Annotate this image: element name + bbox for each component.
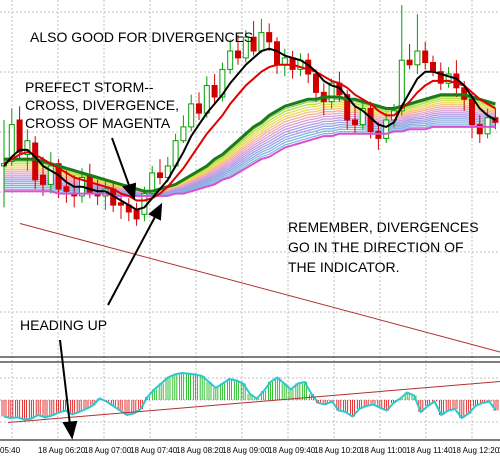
arrow-crossing-shaft: [107, 214, 157, 306]
candle-body: [133, 209, 140, 220]
candle-body: [24, 140, 31, 155]
oscillator-panel: [1, 371, 500, 423]
black-ma-line: [3, 47, 496, 211]
arrow-heading-up-shaft: [59, 339, 71, 426]
candle-body: [445, 73, 452, 84]
candle-body: [164, 165, 171, 178]
oscillator-trend-line: [7, 381, 500, 423]
ribbon-line: [4, 108, 496, 194]
arrow-perfect-storm-head: [122, 182, 137, 201]
candle-body: [63, 186, 70, 192]
candle-body: [86, 174, 93, 195]
candle-body: [32, 142, 39, 181]
arrow-perfect-storm-shaft: [111, 137, 131, 189]
annotation-arrows: [59, 137, 163, 440]
x-tick-label: 18 Aug 07:00: [84, 446, 132, 455]
candle-body: [274, 41, 280, 66]
x-tick-label: 18 Aug 06:20: [38, 446, 86, 455]
ribbon-line: [4, 122, 496, 196]
candle-body: [383, 119, 390, 139]
candle-body: [242, 36, 249, 59]
ribbon-line: [4, 98, 496, 193]
ribbon-line: [4, 102, 496, 194]
arrow-crossing-head: [148, 202, 163, 221]
x-tick-label: 18 Aug 10:20: [314, 446, 362, 455]
candle-body: [359, 108, 366, 126]
annotation-divergences: ALSO GOOD FOR DIVERGENCES: [30, 29, 253, 45]
candle-body: [235, 50, 241, 59]
grid-layer: [0, 0, 500, 441]
ribbon-line: [4, 124, 496, 197]
candle-body: [149, 172, 156, 195]
moving-averages: [3, 47, 496, 211]
candle-body: [422, 50, 429, 63]
annotation-remember-line-1: REMEMBER, DIVERGENCES: [288, 219, 479, 235]
oscillator-line: [3, 371, 497, 421]
green-ma-line: [4, 93, 496, 193]
red-ma-line: [3, 63, 496, 202]
candle-body: [476, 124, 483, 135]
ribbon-line: [4, 100, 496, 193]
candle-body: [437, 71, 444, 84]
candle-body: [180, 126, 187, 142]
candle-body: [266, 32, 273, 43]
candle-body: [118, 202, 124, 206]
candle-body: [414, 50, 421, 66]
ribbon-line: [4, 112, 496, 195]
candle-body: [40, 174, 46, 185]
annotation-heading-up: HEADING UP: [20, 317, 107, 333]
candle-body: [352, 119, 358, 126]
candle-body: [211, 85, 218, 98]
candle-body: [398, 59, 405, 112]
candle-body: [188, 103, 195, 128]
ribbon-line: [4, 120, 496, 196]
ribbon-line: [4, 110, 496, 195]
price-divergence-line: [19, 223, 500, 353]
annotation-remember-line-3: THE INDICATOR.: [288, 259, 400, 275]
candle-body: [313, 73, 319, 93]
candle-body: [406, 59, 413, 66]
x-tick-label: 18 Aug 11:40: [406, 446, 453, 455]
ribbon-line: [4, 114, 496, 195]
candle-body: [157, 172, 163, 178]
annotation-perfect-storm-line-2: CROSS, DIVERGENCE,: [25, 97, 179, 113]
candle-body: [219, 68, 226, 98]
candle-body: [203, 85, 210, 114]
candle-body: [47, 165, 54, 185]
x-tick-label: 18 Aug 09:40: [268, 446, 316, 455]
x-tick-label: 18 Aug 11:00: [360, 446, 407, 455]
candle-body: [328, 82, 335, 103]
candle-body: [250, 36, 257, 52]
annotation-remember-line-2: GO IN THE DIRECTION OF: [288, 239, 464, 255]
x-tick-label: 18 Aug 13:: [498, 446, 500, 455]
magenta-ma-line: [4, 125, 496, 197]
candle-body: [469, 98, 475, 126]
candle-body: [258, 32, 265, 52]
candle-body: [484, 117, 491, 135]
x-tick-label: 18 Aug 07:40: [130, 446, 178, 455]
x-tick-label: 18 Aug 12:20: [452, 446, 500, 455]
candle-body: [196, 103, 202, 114]
annotation-perfect-storm-line-1: PREFECT STORM--: [25, 79, 154, 95]
candle-body: [430, 62, 436, 73]
candle-body: [344, 94, 351, 121]
x-tick-label: 05:40: [0, 446, 21, 455]
candle-body: [281, 57, 288, 66]
candle-body: [289, 57, 296, 70]
x-tick-label: 18 Aug 09:00: [222, 446, 270, 455]
annotation-perfect-storm-line-3: CROSS OF MAGENTA: [25, 115, 171, 131]
candle-body: [227, 50, 234, 70]
arrow-heading-up-head: [62, 420, 78, 440]
candle-body: [375, 131, 382, 139]
candle-body: [8, 124, 15, 162]
candle-body: [16, 119, 23, 153]
trend-lines: [19, 223, 500, 353]
x-tick-label: 18 Aug 08:20: [176, 446, 224, 455]
